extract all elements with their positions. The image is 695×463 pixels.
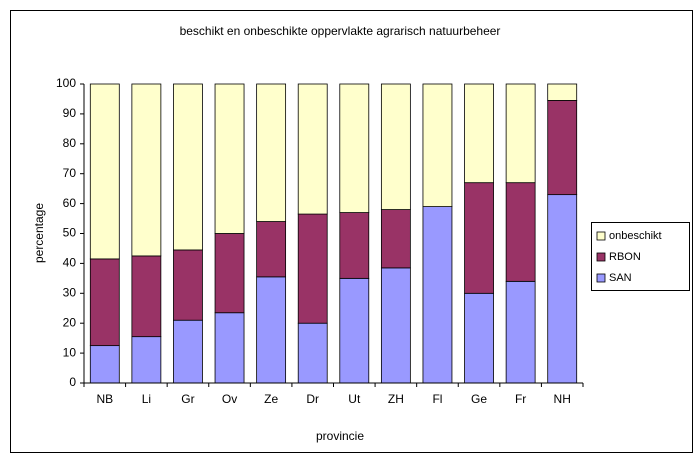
bar-segment bbox=[256, 221, 287, 278]
bar-segment bbox=[422, 83, 453, 207]
y-tick-label: 80 bbox=[63, 136, 77, 150]
y-tick-label: 60 bbox=[63, 196, 77, 210]
x-tick-label: Ze bbox=[264, 392, 278, 406]
x-tick-label: ZH bbox=[388, 392, 404, 406]
bar-segment bbox=[505, 83, 536, 184]
y-tick-label: 70 bbox=[63, 166, 77, 180]
y-tick-label: 30 bbox=[63, 285, 77, 299]
bar-segment bbox=[131, 83, 162, 257]
x-tick-label: NB bbox=[96, 392, 113, 406]
legend-box bbox=[591, 222, 690, 291]
bar-segment bbox=[464, 83, 494, 184]
bar-segment bbox=[339, 277, 370, 384]
bar-segment bbox=[339, 212, 370, 279]
bar-segment bbox=[380, 83, 411, 210]
chart-title: beschikt en onbeschikte oppervlakte agra… bbox=[180, 24, 501, 38]
bar-segment bbox=[505, 280, 536, 384]
y-tick-label: 10 bbox=[63, 345, 77, 359]
legend-swatch bbox=[596, 252, 606, 262]
bar-segment bbox=[547, 83, 578, 101]
bar-segment bbox=[89, 83, 120, 260]
bar-segment bbox=[131, 255, 162, 338]
bar-segment bbox=[131, 336, 162, 384]
bar-segment bbox=[380, 267, 411, 384]
x-tick-label: NH bbox=[554, 392, 571, 406]
x-tick-label: Dr bbox=[306, 392, 319, 406]
bar-segment bbox=[422, 206, 453, 384]
legend-label: RBON bbox=[609, 251, 641, 263]
bar-segment bbox=[339, 83, 370, 213]
bar-segment bbox=[173, 249, 203, 321]
bar-segment bbox=[464, 182, 494, 294]
bar-segment bbox=[297, 213, 328, 324]
bar-segment bbox=[89, 345, 120, 384]
bar-segment bbox=[173, 319, 203, 384]
bar-segment bbox=[297, 322, 328, 384]
y-axis-label: percentage bbox=[32, 203, 46, 263]
bar-segment bbox=[464, 292, 494, 384]
y-tick-label: 0 bbox=[69, 375, 76, 389]
legend-swatch bbox=[596, 231, 606, 241]
bar-segment bbox=[297, 83, 328, 215]
bar-segment bbox=[256, 83, 287, 222]
bar-segment bbox=[214, 83, 245, 234]
y-tick-label: 100 bbox=[56, 76, 76, 90]
legend-label: onbeschikt bbox=[609, 230, 662, 242]
bar-segment bbox=[547, 194, 578, 384]
bar-segment bbox=[547, 100, 578, 196]
bar-segment bbox=[380, 209, 411, 269]
bar-segment bbox=[256, 276, 287, 384]
y-tick-label: 20 bbox=[63, 315, 77, 329]
bar-segment bbox=[214, 233, 245, 314]
legend-label: SAN bbox=[609, 272, 632, 284]
bar-segment bbox=[505, 182, 536, 282]
bar-segment bbox=[214, 312, 245, 384]
bar-segment bbox=[173, 83, 203, 251]
x-tick-label: Gr bbox=[181, 392, 194, 406]
x-tick-label: Fr bbox=[515, 392, 526, 406]
x-tick-label: Ge bbox=[471, 392, 487, 406]
x-tick-label: Li bbox=[142, 392, 151, 406]
y-tick-label: 90 bbox=[63, 106, 77, 120]
x-tick-label: Fl bbox=[432, 392, 442, 406]
x-tick-label: Ov bbox=[222, 392, 237, 406]
bar-segment bbox=[89, 258, 120, 347]
legend-swatch bbox=[596, 273, 606, 283]
y-tick-label: 50 bbox=[63, 226, 77, 240]
y-tick-label: 40 bbox=[63, 256, 77, 270]
x-axis-label: provincie bbox=[316, 429, 364, 443]
x-tick-label: Ut bbox=[348, 392, 361, 406]
